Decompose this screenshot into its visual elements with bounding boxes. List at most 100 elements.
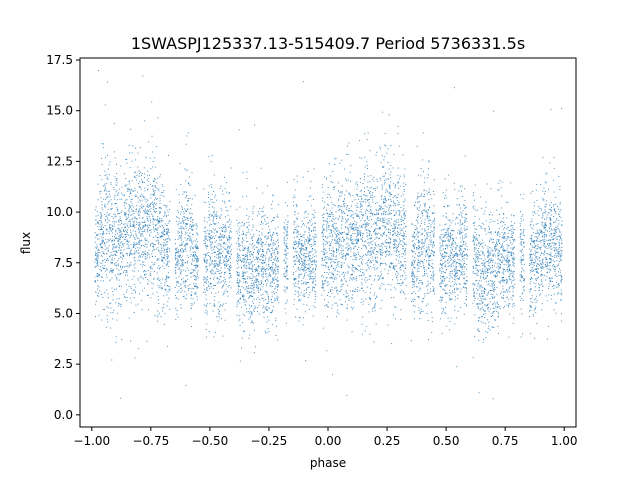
data-point (244, 248, 246, 249)
data-point (342, 271, 344, 273)
data-point (105, 188, 106, 190)
data-point (97, 226, 99, 228)
data-point (268, 300, 270, 302)
data-point (160, 195, 162, 196)
data-point (126, 241, 128, 243)
data-point (373, 280, 375, 282)
data-point (217, 308, 219, 310)
data-point (332, 251, 334, 253)
data-point (147, 188, 149, 190)
data-point (226, 251, 228, 253)
data-point (194, 279, 195, 281)
data-point (322, 229, 324, 231)
data-point (374, 247, 376, 249)
data-point (257, 257, 259, 259)
data-point (385, 251, 387, 253)
data-point (263, 215, 265, 217)
data-point (385, 226, 387, 228)
data-point (357, 195, 359, 197)
data-point (165, 245, 167, 247)
data-point (361, 247, 363, 249)
data-point (142, 181, 144, 183)
data-point (206, 313, 208, 315)
data-point (333, 278, 335, 280)
data-point (360, 209, 362, 210)
data-point (267, 316, 269, 318)
data-point (120, 220, 122, 222)
data-point (195, 255, 197, 257)
data-point (315, 265, 317, 267)
data-point (358, 234, 360, 235)
data-point (258, 281, 259, 282)
data-point (215, 240, 217, 242)
data-point (303, 242, 305, 244)
data-point (147, 199, 149, 201)
data-point (213, 251, 215, 253)
data-point (134, 175, 136, 177)
data-point (213, 210, 215, 212)
data-point (128, 253, 130, 255)
data-point (347, 205, 348, 206)
data-point (366, 325, 368, 327)
data-point (216, 316, 218, 318)
data-point (278, 245, 279, 246)
data-point (355, 205, 357, 207)
data-point (328, 163, 330, 165)
data-point (374, 190, 376, 191)
data-point (132, 220, 134, 222)
data-point (313, 214, 314, 216)
data-point (344, 203, 346, 204)
data-point (373, 180, 375, 182)
data-point (95, 258, 97, 260)
data-point (160, 287, 162, 289)
data-point (227, 286, 229, 288)
data-point (370, 213, 372, 214)
data-point (326, 230, 328, 232)
data-point (188, 288, 189, 290)
data-point (121, 198, 123, 200)
data-point (355, 194, 357, 196)
data-point (246, 227, 248, 229)
data-point (333, 260, 335, 262)
data-point (286, 270, 288, 272)
data-point (285, 303, 287, 305)
data-point (192, 298, 194, 300)
data-point (213, 263, 215, 265)
data-point (337, 240, 339, 242)
data-point (208, 232, 210, 234)
data-point (209, 241, 211, 243)
data-point (244, 264, 246, 266)
data-point (182, 250, 184, 252)
data-point (284, 229, 286, 231)
data-point (154, 157, 156, 159)
data-point (361, 298, 363, 300)
data-point (337, 238, 339, 239)
data-point (130, 244, 132, 246)
data-point (262, 311, 264, 313)
data-point (144, 177, 145, 178)
data-point (379, 218, 381, 220)
data-point (190, 245, 192, 247)
data-point (135, 292, 136, 294)
data-point (128, 188, 130, 190)
data-point (341, 210, 343, 212)
data-point (359, 230, 361, 232)
data-point (213, 217, 215, 219)
data-point (226, 291, 228, 293)
data-point (376, 295, 377, 297)
data-point (206, 279, 208, 281)
data-point (153, 246, 155, 248)
data-point (163, 195, 165, 197)
data-point (146, 340, 148, 342)
data-point (123, 243, 125, 245)
data-point (258, 235, 260, 236)
data-point (103, 147, 105, 149)
data-point (222, 231, 224, 233)
data-point (195, 243, 197, 245)
data-point (146, 239, 148, 241)
data-point (216, 230, 218, 232)
data-point (187, 220, 189, 222)
data-point (212, 310, 214, 312)
data-point (313, 227, 315, 229)
data-point (372, 308, 374, 310)
